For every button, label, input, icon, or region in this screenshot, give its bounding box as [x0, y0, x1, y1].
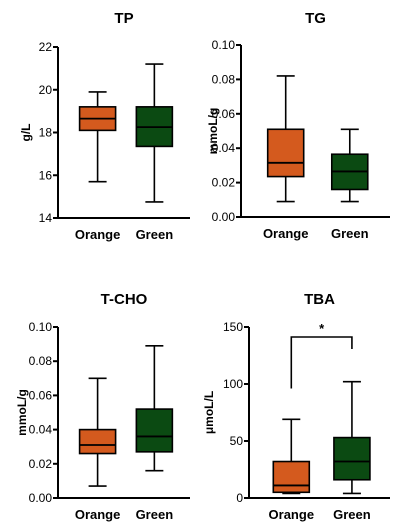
box-green	[333, 380, 371, 495]
box-orange	[78, 377, 117, 487]
x-category-label: Green	[331, 226, 369, 241]
x-category-label: Green	[333, 507, 371, 522]
significance-bracket: *	[290, 321, 353, 389]
y-axis-label: mmoL/g	[206, 108, 220, 155]
y-tick-label: 0.02	[29, 457, 53, 471]
box-green	[135, 345, 174, 472]
iqr-box	[135, 408, 174, 453]
y-axis-label: μmoL/L	[202, 391, 216, 434]
chart-panel-tp: TP 14 16 18 20 22 g/L Orange Green	[19, 10, 190, 242]
x-category-label: Orange	[269, 507, 315, 522]
y-tick-label: 150	[223, 320, 243, 334]
iqr-box	[333, 436, 371, 481]
box-green	[330, 128, 369, 203]
y-tick-label: 0.04	[29, 423, 53, 437]
chart-title: TBA	[304, 291, 335, 308]
iqr-box	[78, 428, 117, 455]
x-category-label: Orange	[75, 227, 121, 242]
box-orange	[78, 91, 117, 183]
y-tick-label: 0.02	[212, 176, 236, 190]
significance-label: *	[319, 321, 325, 336]
y-tick-label: 0.06	[29, 388, 53, 402]
y-tick-label: 18	[39, 126, 53, 140]
y-tick-label: 0.00	[29, 491, 53, 505]
y-tick-label: 0.08	[29, 354, 53, 368]
y-tick-label: 0.10	[29, 320, 53, 334]
chart-title: TP	[114, 10, 133, 27]
y-axis-label: mmoL/g	[15, 389, 29, 436]
iqr-box	[272, 460, 311, 494]
x-category-label: Orange	[263, 226, 309, 241]
y-tick-label: 0.06	[212, 107, 236, 121]
y-tick-label: 100	[223, 377, 243, 391]
chart-title: TG	[305, 10, 326, 27]
y-tick-label: 0.08	[212, 72, 236, 86]
box-green	[135, 63, 174, 203]
x-category-label: Orange	[75, 507, 121, 522]
y-tick-label: 14	[39, 211, 53, 225]
chart-title: T-CHO	[101, 291, 148, 308]
y-tick-label: 50	[230, 434, 244, 448]
y-tick-label: 20	[39, 83, 53, 97]
y-tick-label: 0.04	[212, 141, 236, 155]
bracket-line	[290, 336, 353, 389]
chart-panel-t-cho: T-CHO 0.00 0.02 0.04 0.06 0.08 0.10 mmoL/g Orang…	[15, 291, 190, 522]
y-tick-label: 0	[236, 491, 243, 505]
chart-panel-tg: TG 0.00 0.02 0.04 0.06 0.08 0.10 mmoL/g Orange Gr…	[206, 10, 390, 241]
y-axis-label: g/L	[19, 124, 33, 142]
y-tick-label: 16	[39, 168, 53, 182]
x-category-label: Green	[136, 507, 174, 522]
x-category-label: Green	[136, 227, 174, 242]
box-orange	[266, 75, 305, 203]
y-tick-label: 22	[39, 40, 53, 54]
chart-panel-tba: TBA 0 50 100 150 μmoL/L Orange Green *	[202, 291, 390, 522]
y-tick-label: 0.10	[212, 38, 236, 52]
box-orange	[272, 418, 311, 495]
y-tick-label: 0.00	[212, 210, 236, 224]
iqr-box	[266, 128, 305, 178]
